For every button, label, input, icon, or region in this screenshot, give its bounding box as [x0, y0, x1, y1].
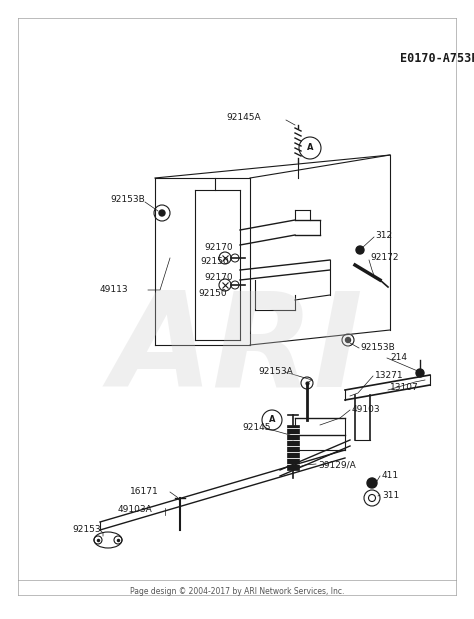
- Text: 13271: 13271: [375, 371, 404, 379]
- Circle shape: [346, 337, 350, 342]
- Text: 92172: 92172: [370, 254, 399, 262]
- Text: 92170: 92170: [204, 243, 233, 251]
- Text: A: A: [269, 415, 275, 425]
- Text: Page design © 2004-2017 by ARI Network Services, Inc.: Page design © 2004-2017 by ARI Network S…: [130, 587, 344, 597]
- Text: 312: 312: [375, 230, 392, 240]
- Text: 92150: 92150: [200, 258, 228, 267]
- Text: 13107: 13107: [390, 384, 419, 392]
- Text: 49103: 49103: [352, 405, 381, 415]
- Circle shape: [159, 210, 165, 216]
- Circle shape: [356, 246, 364, 254]
- Text: 49103A: 49103A: [118, 506, 153, 514]
- Text: 92153B: 92153B: [110, 196, 145, 204]
- Text: 49113: 49113: [100, 285, 128, 295]
- Text: 39129/A: 39129/A: [318, 461, 356, 469]
- Text: 92170: 92170: [204, 274, 233, 282]
- Text: 214: 214: [390, 353, 407, 363]
- Text: 411: 411: [382, 472, 399, 480]
- Polygon shape: [287, 425, 299, 470]
- Text: 311: 311: [382, 490, 399, 500]
- Text: 92145: 92145: [242, 423, 271, 433]
- Circle shape: [367, 478, 377, 488]
- Text: E0170-A753F: E0170-A753F: [400, 51, 474, 64]
- Text: 92145A: 92145A: [227, 113, 261, 123]
- Circle shape: [416, 369, 424, 377]
- Text: 92153A: 92153A: [258, 368, 293, 376]
- Text: ARI: ARI: [110, 287, 364, 413]
- Text: 92150: 92150: [198, 288, 227, 298]
- Text: A: A: [307, 144, 313, 152]
- Text: 92153: 92153: [72, 526, 100, 534]
- Text: 92153B: 92153B: [360, 344, 395, 352]
- Text: 16171: 16171: [130, 488, 159, 496]
